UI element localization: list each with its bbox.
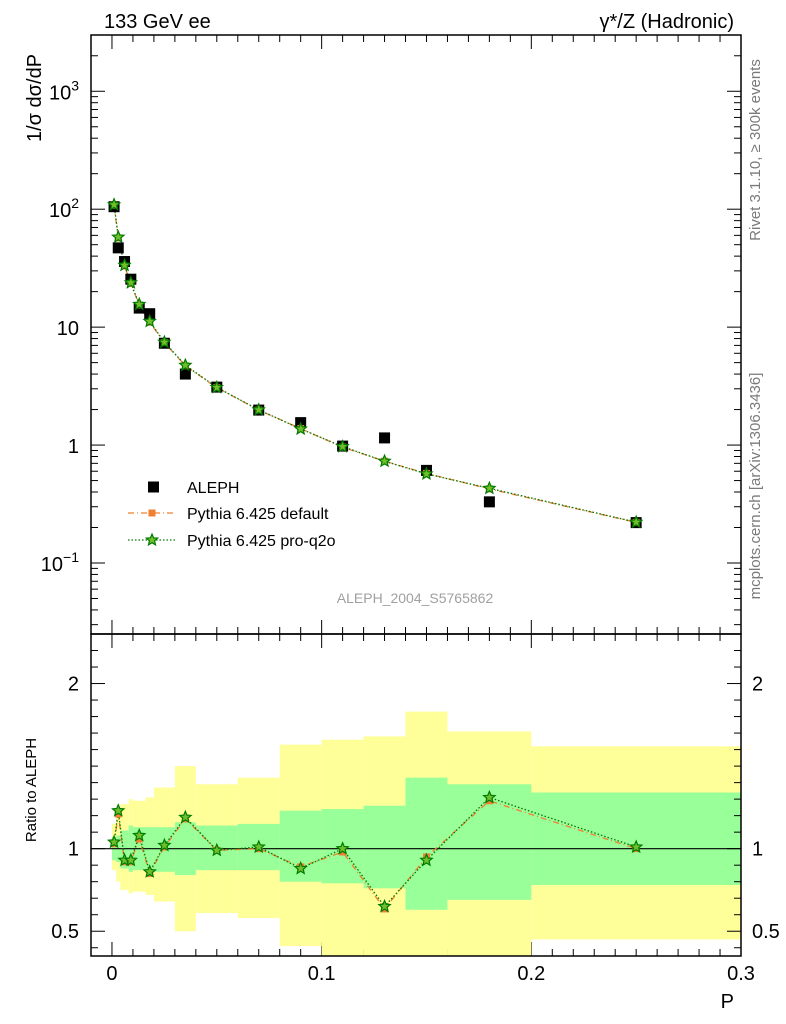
ratio-proq2o-point	[293, 860, 308, 875]
ratio-y-tick-label-right: 2	[752, 674, 763, 696]
pythia-proq2o-point	[157, 334, 172, 349]
band-inner	[363, 805, 406, 889]
ratio-y-tick-label: 1	[68, 839, 79, 861]
pythia-proq2o-point	[419, 466, 434, 480]
ratio-proq2o-point	[209, 842, 224, 857]
ratio-y-tick-label-right: 1	[752, 839, 763, 861]
band-inner	[405, 777, 448, 910]
header-left: 133 GeV ee	[104, 11, 211, 33]
pythia-proq2o-point	[132, 296, 147, 311]
x-tick-label: 0.3	[727, 963, 755, 985]
pythia-proq2o-point	[628, 514, 644, 529]
ratio-y-tick-label: 2	[68, 674, 79, 696]
pythia-default-line	[113, 205, 637, 524]
legend-label: Pythia 6.425 pro-q2o	[187, 533, 336, 550]
pythia-proq2o-point	[117, 257, 132, 272]
legend: ALEPH Pythia 6.425 default Pythia 6.425 pr…	[128, 480, 336, 550]
y-tick-label: 1	[68, 436, 79, 458]
x-tick-label: 0	[106, 963, 117, 985]
ratio-ylabel: Ratio to ALEPH	[23, 738, 40, 842]
aleph-data-point	[144, 308, 156, 320]
aleph-data-point	[112, 242, 124, 254]
pythia-proq2o-point	[111, 229, 126, 244]
ratio-proq2o-point	[123, 852, 139, 867]
aleph-data-point	[379, 432, 391, 444]
analysis-id-label: ALEPH_2004_S5765862	[337, 590, 494, 606]
legend-default-marker	[148, 509, 156, 517]
ratio-y-tick-label: 0.5	[51, 921, 79, 943]
band-inner	[531, 792, 741, 885]
y-tick-label: 102	[49, 195, 79, 222]
aleph-data-point	[483, 496, 495, 508]
legend-label: ALEPH	[187, 480, 239, 497]
ratio-proq2o-point	[628, 839, 644, 854]
ratio-proq2o-point	[335, 841, 350, 855]
aleph-data-point	[179, 368, 191, 380]
pythia-proq2o-point	[293, 421, 308, 436]
pythia-proq2o-point	[335, 439, 350, 453]
ratio-proq2o-point	[419, 852, 434, 867]
ratio-y-tick-label-right: 0.5	[752, 921, 780, 943]
pythia-proq2o-point	[106, 197, 122, 211]
pythia-proq2o-point	[178, 357, 193, 372]
x-axis-label: P	[721, 991, 734, 1013]
ratio-proq2o-point	[251, 839, 266, 854]
pythia-proq2o-point	[251, 402, 266, 416]
ratio-proq2o-point	[482, 789, 497, 804]
pythia-proq2o-point	[209, 379, 224, 394]
ratio-proq2o-point	[157, 837, 172, 852]
band-inner	[120, 830, 129, 869]
ratio-proq2o-point	[106, 834, 122, 849]
legend-proq2o-marker	[144, 532, 160, 547]
ratio-proq2o-point	[377, 898, 392, 913]
pythia-proq2o-line	[113, 204, 637, 523]
x-tick-label: 0.1	[308, 963, 336, 985]
x-tick-label: 0.2	[517, 963, 545, 985]
y-tick-label: 10	[57, 318, 79, 340]
rivet-version-text: Rivet 3.1.10, ≥ 300k events	[747, 59, 764, 241]
pythia-proq2o-point	[142, 313, 157, 328]
pythia-proq2o-point	[482, 480, 497, 495]
ratio-proq2o-point	[111, 803, 126, 817]
ratio-panel: 0 0.1 0.2 0.3 0.5 0.5 1 1 2 2	[51, 633, 780, 985]
pythia-proq2o-point	[377, 453, 392, 468]
ratio-frame	[90, 633, 742, 957]
ratio-proq2o-point	[132, 827, 147, 842]
ratio-proq2o-point	[178, 809, 193, 824]
y-tick-label: 103	[49, 77, 79, 104]
mcplots-reference-text: mcplots.cern.ch [arXiv:1306.3436]	[747, 373, 764, 600]
ratio-proq2o-point	[142, 864, 157, 878]
main-ylabel: 1/σ dσ/dP	[24, 54, 46, 142]
pythia-proq2o-point	[123, 275, 139, 289]
legend-label: Pythia 6.425 default	[187, 506, 329, 523]
header-right: γ*/Z (Hadronic)	[600, 11, 734, 33]
legend-aleph-marker	[148, 481, 159, 493]
y-tick-label: 10−1	[41, 549, 79, 576]
